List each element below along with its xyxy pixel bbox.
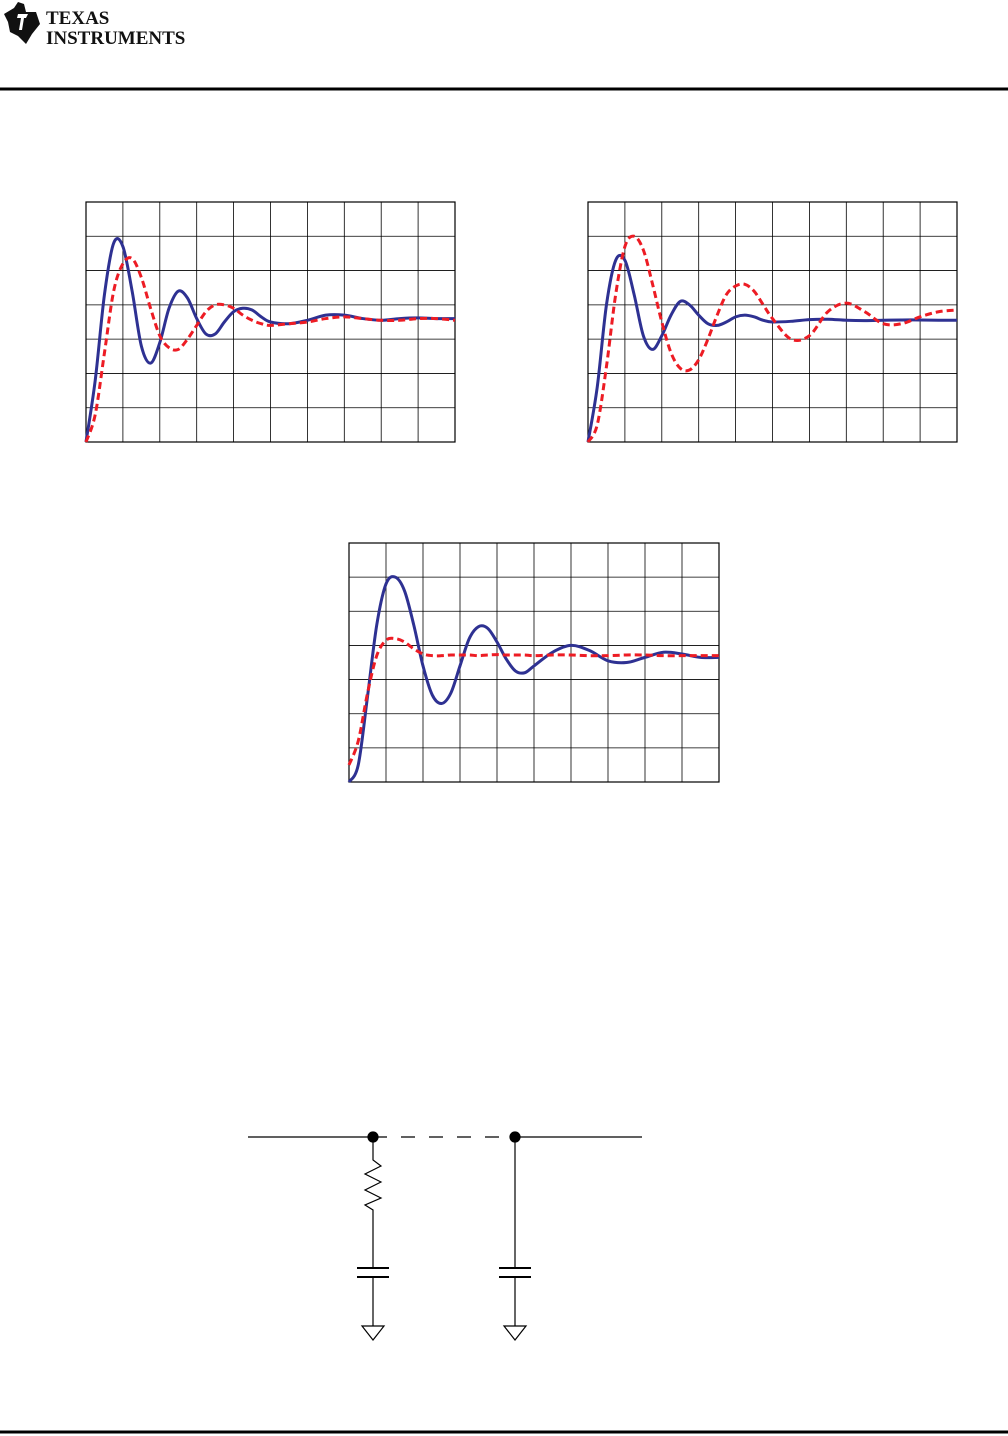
series-line <box>347 575 720 783</box>
resistor <box>363 1137 383 1268</box>
logo-text: TEXAS <box>46 8 109 29</box>
series-line <box>347 636 719 766</box>
ground <box>360 1325 386 1341</box>
logo-ti <box>17 14 28 30</box>
chart <box>347 542 720 783</box>
logo: TEXAS INSTRUMENTS <box>4 2 185 49</box>
chart <box>84 201 456 443</box>
logo-text: INSTRUMENTS <box>46 28 185 49</box>
chart <box>586 201 958 443</box>
series-line <box>84 237 456 443</box>
series-line <box>586 253 958 443</box>
ground <box>502 1325 528 1341</box>
schematic <box>248 1131 642 1341</box>
series-line <box>586 234 958 443</box>
